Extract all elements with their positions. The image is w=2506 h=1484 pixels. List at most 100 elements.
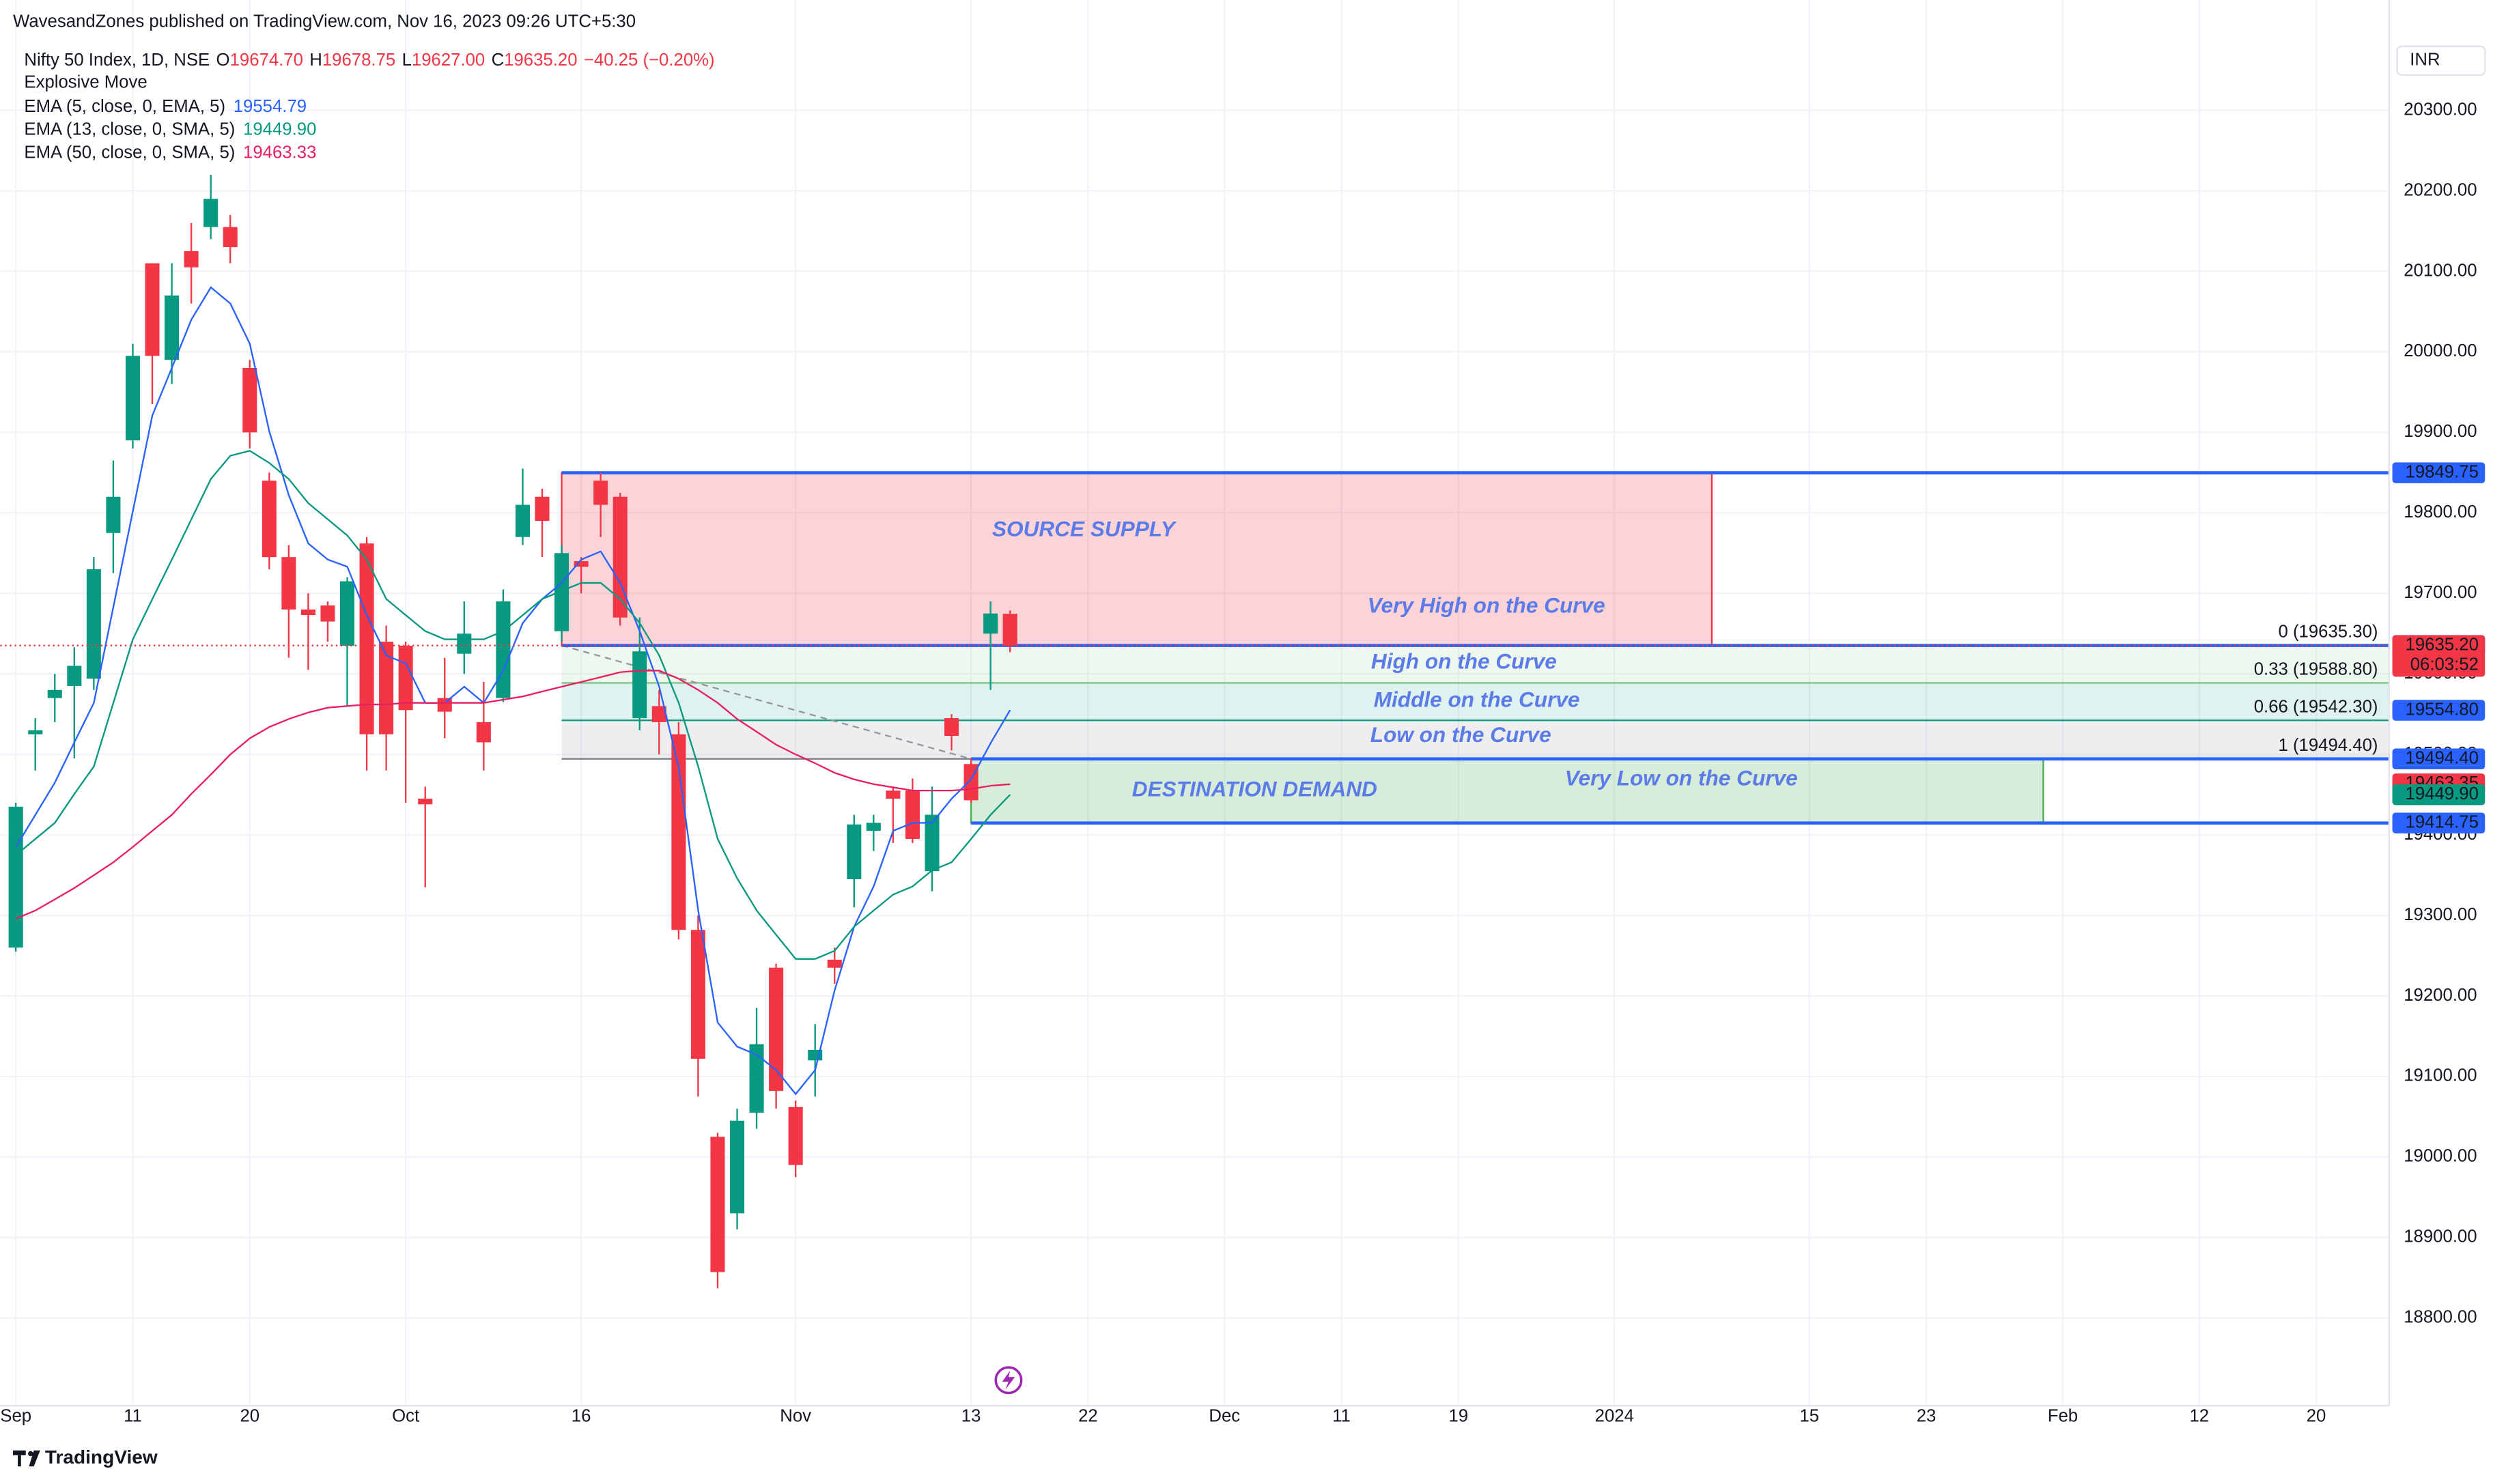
price-badge-label: 19635.20 bbox=[2406, 635, 2479, 654]
x-tick-label: Nov bbox=[780, 1407, 811, 1426]
y-tick-label: 19900.00 bbox=[2404, 422, 2477, 441]
curve-note: Low on the Curve bbox=[1370, 722, 1551, 747]
y-tick-label: 20000.00 bbox=[2404, 341, 2477, 360]
price-badge bbox=[2392, 462, 2486, 483]
ema-line bbox=[15, 450, 1011, 960]
x-tick-label: 20 bbox=[2307, 1407, 2326, 1426]
candle-body bbox=[651, 706, 666, 722]
fib-label: 1 (19494.40) bbox=[2279, 736, 2378, 755]
ema-line bbox=[15, 286, 1011, 1096]
candle-body bbox=[632, 651, 647, 719]
zone-label: DESTINATION DEMAND bbox=[1132, 777, 1377, 801]
symbol-line: Nifty 50 Index, 1D, NSE O19674.70 H19678.7… bbox=[24, 51, 714, 70]
price-countdown: 06:03:52 bbox=[2410, 655, 2479, 674]
y-tick-label: 19000.00 bbox=[2404, 1147, 2477, 1166]
zone-label: SOURCE SUPPLY bbox=[992, 516, 1177, 541]
candle-body bbox=[866, 823, 881, 831]
curve-note: Middle on the Curve bbox=[1374, 687, 1580, 712]
ema-line bbox=[15, 670, 1011, 919]
ohlc-key: C bbox=[492, 51, 505, 70]
candle-body bbox=[613, 496, 628, 618]
ohlc-key: O bbox=[216, 51, 230, 70]
candle-body bbox=[67, 666, 82, 686]
candle-body bbox=[28, 730, 43, 734]
x-tick-label: Sep bbox=[0, 1407, 31, 1426]
candle-body bbox=[106, 496, 121, 533]
candle-body bbox=[1002, 614, 1017, 646]
grid bbox=[0, 0, 2389, 1406]
candle-body bbox=[86, 569, 101, 679]
x-tick-label: Feb bbox=[2048, 1407, 2078, 1426]
candle-body bbox=[262, 481, 277, 558]
fib-label: 0.33 (19588.80) bbox=[2254, 659, 2378, 679]
x-tick-label: 16 bbox=[572, 1407, 591, 1426]
fib-band bbox=[561, 645, 2389, 683]
x-tick-label: 11 bbox=[124, 1407, 142, 1426]
x-tick-label: 13 bbox=[961, 1407, 981, 1426]
candle-body bbox=[418, 799, 433, 805]
candle-body bbox=[398, 645, 413, 711]
candle-body bbox=[320, 605, 335, 622]
candle-body bbox=[476, 722, 491, 743]
price-badge-label: 19494.40 bbox=[2406, 749, 2479, 768]
candle-body bbox=[339, 581, 355, 646]
x-tick-label: Dec bbox=[1209, 1407, 1240, 1426]
y-tick-label: 19800.00 bbox=[2404, 502, 2477, 522]
curve-note: High on the Curve bbox=[1371, 649, 1557, 674]
curve-note: Very Low on the Curve bbox=[1565, 765, 1798, 790]
indicator: Explosive Move bbox=[24, 72, 147, 91]
fib-trend bbox=[561, 644, 972, 760]
price-badge bbox=[2392, 700, 2486, 721]
ohlc-value: 19674.70 bbox=[230, 51, 303, 70]
candle-body bbox=[515, 504, 530, 537]
candle-body bbox=[827, 959, 842, 968]
y-tick-label: 20300.00 bbox=[2404, 100, 2477, 119]
y-tick-label: 20200.00 bbox=[2404, 180, 2477, 199]
y-tick-label: 19300.00 bbox=[2404, 905, 2477, 924]
brand: TradingView bbox=[45, 1446, 158, 1468]
legend-value: 19554.79 bbox=[234, 97, 307, 116]
candle-body bbox=[125, 356, 140, 441]
candle-body bbox=[379, 642, 394, 734]
ohlc-value: 19627.00 bbox=[412, 51, 485, 70]
published-line: WavesandZones published on TradingView.c… bbox=[13, 12, 636, 31]
x-tick-label: 22 bbox=[1078, 1407, 1098, 1426]
candle-body bbox=[457, 633, 472, 654]
candle-body bbox=[749, 1044, 764, 1113]
legend-name: EMA (5, close, 0, EMA, 5) bbox=[24, 97, 225, 116]
candle-body bbox=[554, 553, 569, 631]
legend: EMA (5, close, 0, EMA, 5) 19554.79 EMA (13… bbox=[24, 97, 316, 162]
candle-body bbox=[788, 1107, 803, 1165]
event-icon[interactable] bbox=[994, 1366, 1023, 1395]
candle-body bbox=[593, 481, 608, 505]
candle-body bbox=[223, 227, 238, 248]
x-tick-label: 20 bbox=[240, 1407, 259, 1426]
candle-body bbox=[359, 543, 374, 734]
legend-value: 19463.33 bbox=[243, 143, 316, 162]
y-tick-label: 18800.00 bbox=[2404, 1308, 2477, 1327]
fib-band bbox=[561, 720, 2389, 759]
x-tick-label: 15 bbox=[1799, 1407, 1819, 1426]
price-badge-label: 19414.75 bbox=[2406, 812, 2479, 831]
candle-body bbox=[690, 930, 705, 1059]
candle-body bbox=[145, 263, 160, 356]
currency[interactable]: INR bbox=[2410, 51, 2440, 70]
candle-body bbox=[847, 824, 862, 879]
x-tick-label: 2024 bbox=[1595, 1407, 1634, 1426]
ohlc-value: 19635.20 bbox=[504, 51, 577, 70]
brand-logo bbox=[13, 1450, 40, 1467]
currency-box[interactable] bbox=[2396, 45, 2486, 76]
candle-body bbox=[300, 609, 315, 616]
change: −40.25 (−0.20%) bbox=[584, 51, 715, 70]
legend-entry: EMA (5, close, 0, EMA, 5) 19554.79 bbox=[24, 97, 307, 116]
price-badge bbox=[2392, 784, 2486, 805]
legend-value: 19449.90 bbox=[243, 120, 316, 139]
y-tick-label: 19100.00 bbox=[2404, 1066, 2477, 1085]
event-bolt bbox=[1002, 1370, 1015, 1390]
candle-body bbox=[242, 368, 257, 433]
fib-band bbox=[561, 683, 2389, 721]
candle-body bbox=[886, 790, 901, 799]
price-badge bbox=[2392, 812, 2486, 833]
